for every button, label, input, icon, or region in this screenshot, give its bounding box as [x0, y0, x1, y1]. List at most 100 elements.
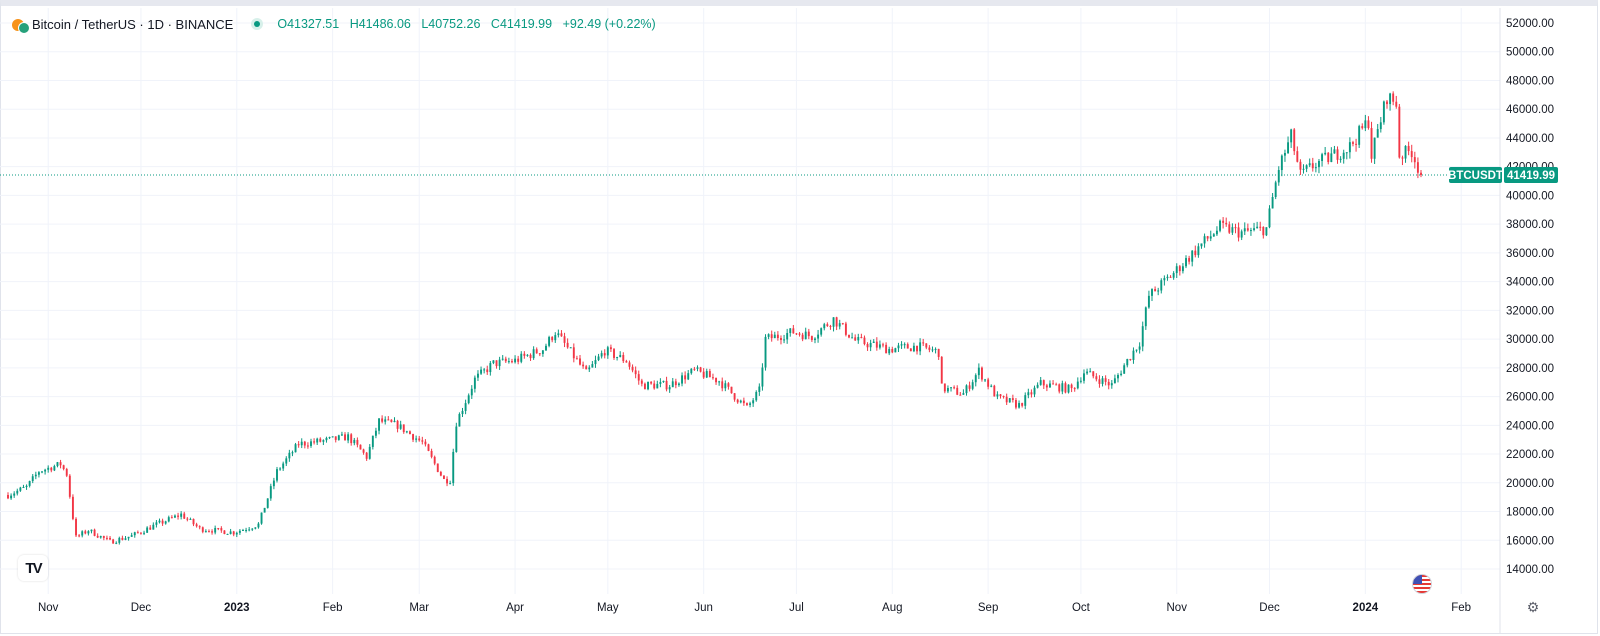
candle-up [1018, 403, 1021, 408]
candle-up [1076, 381, 1079, 389]
candle-down [1104, 378, 1107, 382]
candle-down [1064, 383, 1067, 393]
candle-down [396, 420, 399, 429]
candle-up [541, 350, 544, 354]
candle-down [1395, 101, 1398, 107]
candle-down [1311, 163, 1314, 169]
candle-down [303, 441, 306, 446]
candle-up [353, 439, 356, 444]
y-tick-label: 52000.00 [1506, 18, 1554, 30]
candle-up [832, 317, 835, 327]
candle-down [217, 528, 220, 530]
candle-down [1129, 359, 1132, 361]
y-tick-label: 48000.00 [1506, 75, 1554, 87]
candle-down [96, 535, 99, 538]
candle-down [736, 399, 739, 403]
candle-up [340, 434, 343, 436]
price-axis[interactable]: 52000.00 50000.00 48000.00 46000.00 44000.00… [1506, 18, 1554, 576]
candle-down [1259, 226, 1262, 228]
candle-down [71, 496, 74, 519]
candle-down [1420, 172, 1422, 176]
candle-down [863, 337, 866, 345]
candle-up [1256, 226, 1259, 229]
candle-down [102, 536, 105, 538]
candle-down [711, 377, 714, 379]
y-tick-label: 30000.00 [1506, 334, 1554, 346]
candle-up [347, 434, 350, 441]
candle-down [427, 444, 430, 451]
candle-down [916, 345, 918, 352]
candle-up [146, 527, 149, 533]
candle-up [857, 337, 860, 341]
candle-down [999, 394, 1002, 397]
candle-down [922, 342, 925, 344]
candle-down [925, 343, 928, 348]
candle-up [823, 324, 826, 329]
candle-down [628, 362, 631, 367]
candle-up [990, 385, 993, 387]
candle-down [387, 419, 390, 421]
candle-up [480, 369, 483, 374]
candle-down [1154, 289, 1157, 292]
candle-up [235, 532, 238, 535]
candle-up [1308, 163, 1311, 166]
candle-down [780, 338, 782, 340]
candle-up [996, 394, 999, 397]
candle-up [337, 435, 340, 440]
candle-up [405, 431, 408, 433]
candle-down [795, 333, 798, 335]
candle-down [1386, 101, 1388, 105]
candle-up [591, 364, 594, 368]
candle-down [1169, 276, 1172, 278]
candle-down [517, 358, 520, 362]
tradingview-logo-icon[interactable]: TV [18, 555, 48, 581]
symbol-legend[interactable]: Bitcoin / TetherUS · 1D · BINANCE O41327… [12, 14, 656, 34]
candle-up [19, 487, 22, 491]
y-tick-label: 38000.00 [1506, 219, 1554, 231]
candle-up [325, 437, 328, 441]
candle-up [838, 323, 841, 327]
candle-up [464, 403, 467, 411]
candle-up [1376, 129, 1379, 138]
symbol-title[interactable]: Bitcoin / TetherUS · 1D · BINANCE [32, 16, 234, 32]
candle-down [365, 452, 368, 459]
candle-up [115, 542, 118, 544]
candle-up [501, 358, 504, 360]
candle-up [1200, 243, 1203, 247]
candle-up [455, 426, 458, 452]
candle-up [452, 451, 455, 484]
time-axis[interactable]: Nov Dec 2023 Feb Mar Apr May Jun Jul Aug Sep Oct Nov… [38, 602, 1471, 614]
y-tick-label: 16000.00 [1506, 535, 1554, 547]
candle-up [28, 481, 31, 486]
candle-up [718, 381, 721, 383]
y-tick-label: 44000.00 [1506, 133, 1554, 145]
candle-up [946, 388, 949, 392]
market-status-icon[interactable] [251, 18, 264, 30]
candle-up [174, 515, 176, 518]
candle-down [980, 367, 983, 380]
y-tick-label: 20000.00 [1506, 478, 1554, 490]
candle-up [260, 512, 263, 524]
candle-down [390, 419, 393, 423]
candle-down [742, 400, 745, 404]
candle-down [1002, 396, 1005, 398]
us-flag-icon[interactable] [1412, 574, 1432, 594]
candle-up [872, 341, 875, 344]
candle-down [1413, 157, 1416, 163]
candle-down [1401, 157, 1404, 159]
candle-up [662, 380, 665, 383]
candle-down [402, 424, 405, 433]
candle-down [1222, 220, 1225, 223]
candle-up [1280, 155, 1283, 171]
candle-down [1336, 149, 1339, 160]
candle-up [820, 328, 823, 335]
gear-icon[interactable]: ⚙ [1526, 599, 1540, 615]
candle-up [477, 373, 479, 378]
candle-up [1277, 170, 1280, 183]
candle-up [1181, 266, 1184, 272]
candle-down [170, 517, 173, 519]
candle-up [755, 391, 758, 401]
candle-up [600, 353, 603, 357]
